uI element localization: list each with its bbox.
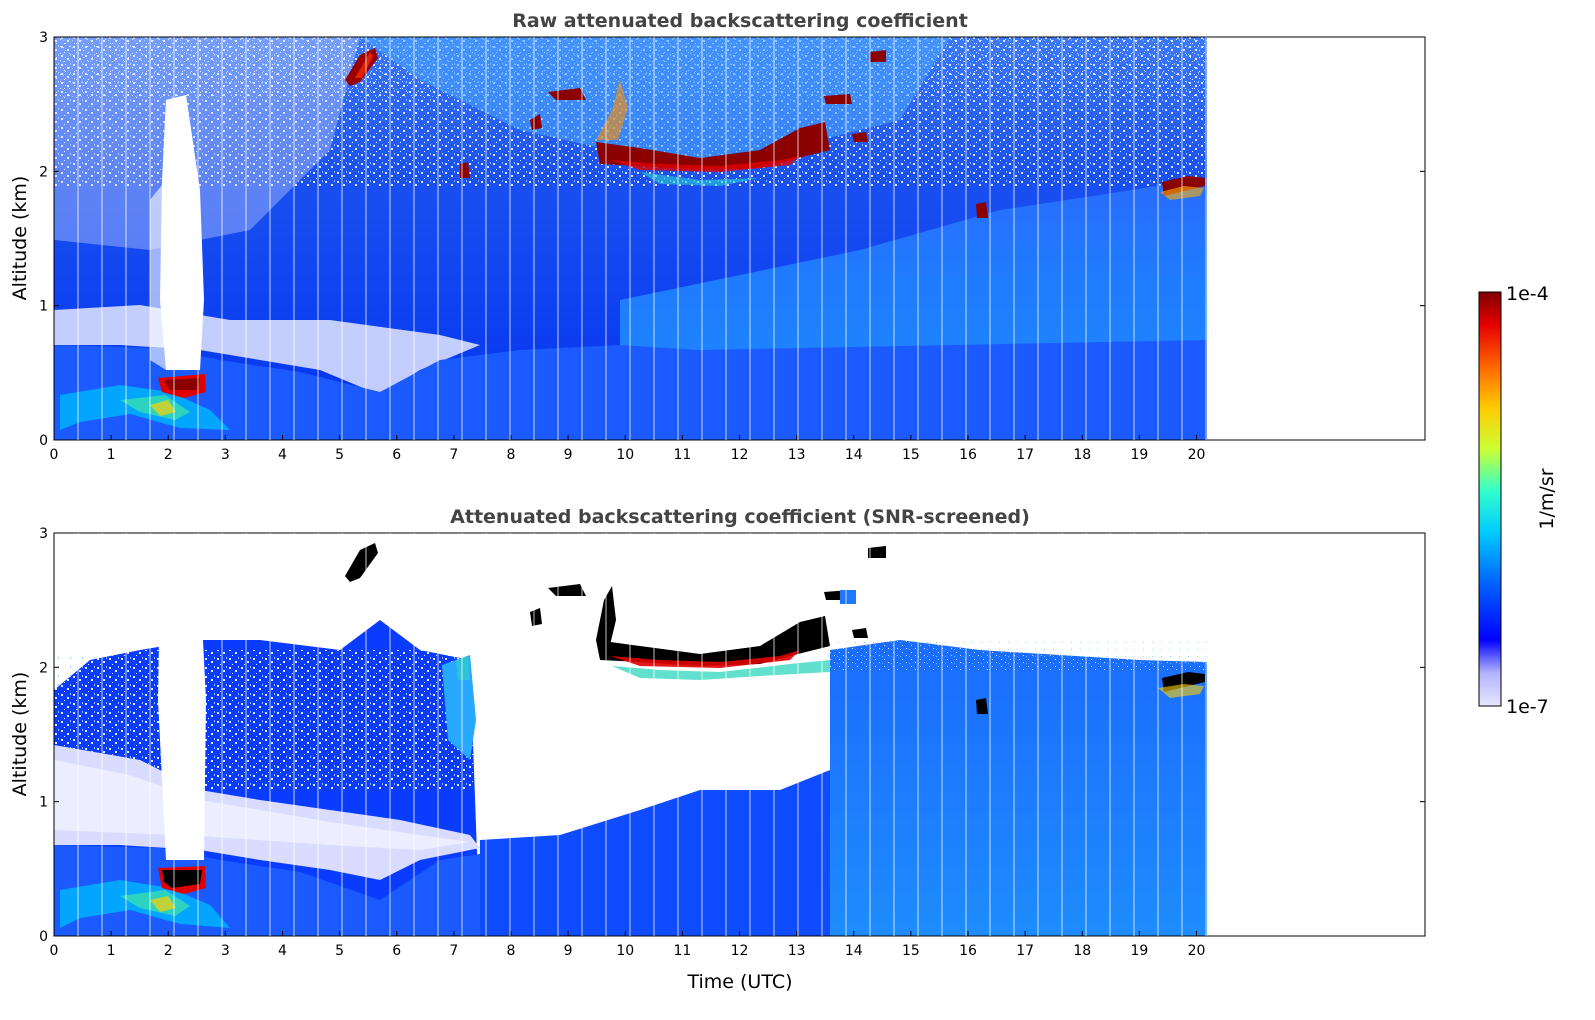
- bottom-y-tick-label: 2: [39, 660, 48, 676]
- bottom-y-tick-label: 1: [39, 795, 48, 811]
- top-y-tick-label: 2: [39, 164, 48, 180]
- top-x-tick-label: 19: [1130, 447, 1148, 463]
- top-x-tick-label: 1: [107, 447, 116, 463]
- top-x-tick-label: 9: [564, 447, 573, 463]
- top-x-tick-label: 4: [278, 447, 287, 463]
- top-chart: Raw attenuated backscattering coefficien…: [9, 10, 1426, 463]
- bottom-cloud-16h: [976, 698, 988, 714]
- top-x-tick-label: 3: [221, 447, 230, 463]
- bottom-precip-gap: [158, 580, 206, 860]
- top-x-tick-label: 8: [507, 447, 516, 463]
- bottom-x-tick-label: 2: [164, 943, 173, 959]
- top-x-tick-label: 15: [902, 447, 920, 463]
- colorbar-min-label: 1e-7: [1506, 696, 1549, 718]
- bottom-x-tick-label: 7: [449, 943, 458, 959]
- bottom-y-tick-label: 3: [39, 526, 48, 542]
- bottom-y-ticks: 0 1 2 3: [39, 526, 1425, 945]
- top-y-ticks: 0 1 2 3: [39, 30, 1425, 449]
- top-x-tick-label: 17: [1016, 447, 1034, 463]
- top-y-tick-label: 1: [39, 299, 48, 315]
- bottom-x-tick-label: 1: [107, 943, 116, 959]
- top-x-tick-label: 0: [50, 447, 59, 463]
- top-y-tick-label: 0: [39, 433, 48, 449]
- bottom-chart-title: Attenuated backscattering coefficient (S…: [450, 506, 1030, 528]
- bottom-x-tick-label: 12: [731, 943, 749, 959]
- top-x-tick-label: 6: [392, 447, 401, 463]
- bottom-y-axis-label: Altitude (km): [9, 672, 31, 797]
- colorbar-unit-label: 1/m/sr: [1536, 468, 1558, 529]
- top-chart-title: Raw attenuated backscattering coefficien…: [512, 10, 968, 32]
- top-x-tick-label: 14: [845, 447, 863, 463]
- top-x-ticks: 0 1 2 3 4 5 6 7 8 9 10 11 12 13 14 15 16 17 18 19 20: [50, 435, 1206, 463]
- bottom-mid-aerosol: [480, 770, 830, 936]
- bottom-x-tick-label: 19: [1130, 943, 1148, 959]
- bottom-cloud-5h: [345, 543, 378, 582]
- bottom-x-tick-label: 5: [335, 943, 344, 959]
- bottom-x-tick-label: 16: [959, 943, 977, 959]
- bottom-x-tick-label: 15: [902, 943, 920, 959]
- top-x-tick-label: 18: [1073, 447, 1091, 463]
- top-x-tick-label: 12: [731, 447, 749, 463]
- top-x-tick-label: 13: [788, 447, 806, 463]
- top-x-tick-label: 5: [335, 447, 344, 463]
- top-x-tick-label: 10: [616, 447, 634, 463]
- bottom-x-tick-label: 13: [788, 943, 806, 959]
- top-x-tick-label: 16: [959, 447, 977, 463]
- top-x-tick-label: 2: [164, 447, 173, 463]
- bottom-chart: Attenuated backscattering coefficient (S…: [9, 506, 1426, 993]
- bottom-x-tick-label: 0: [50, 943, 59, 959]
- bottom-x-tick-label: 17: [1016, 943, 1034, 959]
- bottom-x-ticks: 0 1 2 3 4 5 6 7 8 9 10 11 12 13 14 15 16 17 18 19 20: [50, 931, 1206, 959]
- top-cloud-16h: [976, 202, 988, 218]
- bottom-x-axis-label: Time (UTC): [686, 971, 792, 993]
- bottom-x-tick-label: 8: [507, 943, 516, 959]
- bottom-x-tick-label: 14: [845, 943, 863, 959]
- top-x-tick-label: 7: [449, 447, 458, 463]
- top-x-tick-label: 20: [1188, 447, 1206, 463]
- bottom-x-tick-label: 4: [278, 943, 287, 959]
- bottom-x-tick-label: 6: [392, 943, 401, 959]
- bottom-y-tick-label: 0: [39, 929, 48, 945]
- bottom-x-tick-label: 11: [673, 943, 691, 959]
- bottom-x-tick-label: 10: [616, 943, 634, 959]
- bottom-x-tick-label: 20: [1188, 943, 1206, 959]
- top-y-tick-label: 3: [39, 30, 48, 46]
- top-precip-gap: [160, 95, 204, 370]
- bottom-x-tick-label: 3: [221, 943, 230, 959]
- data-gap-lines: [77, 37, 1207, 936]
- colorbar-max-label: 1e-4: [1506, 283, 1549, 305]
- top-y-axis-label: Altitude (km): [9, 176, 31, 301]
- colorbar-ramp: [1478, 291, 1502, 707]
- colorbar: 1e-4 1e-7 1/m/sr: [1478, 283, 1558, 718]
- bottom-x-tick-label: 18: [1073, 943, 1091, 959]
- bottom-right-aerosol: [830, 640, 1207, 936]
- top-x-tick-label: 11: [673, 447, 691, 463]
- bottom-x-tick-label: 9: [564, 943, 573, 959]
